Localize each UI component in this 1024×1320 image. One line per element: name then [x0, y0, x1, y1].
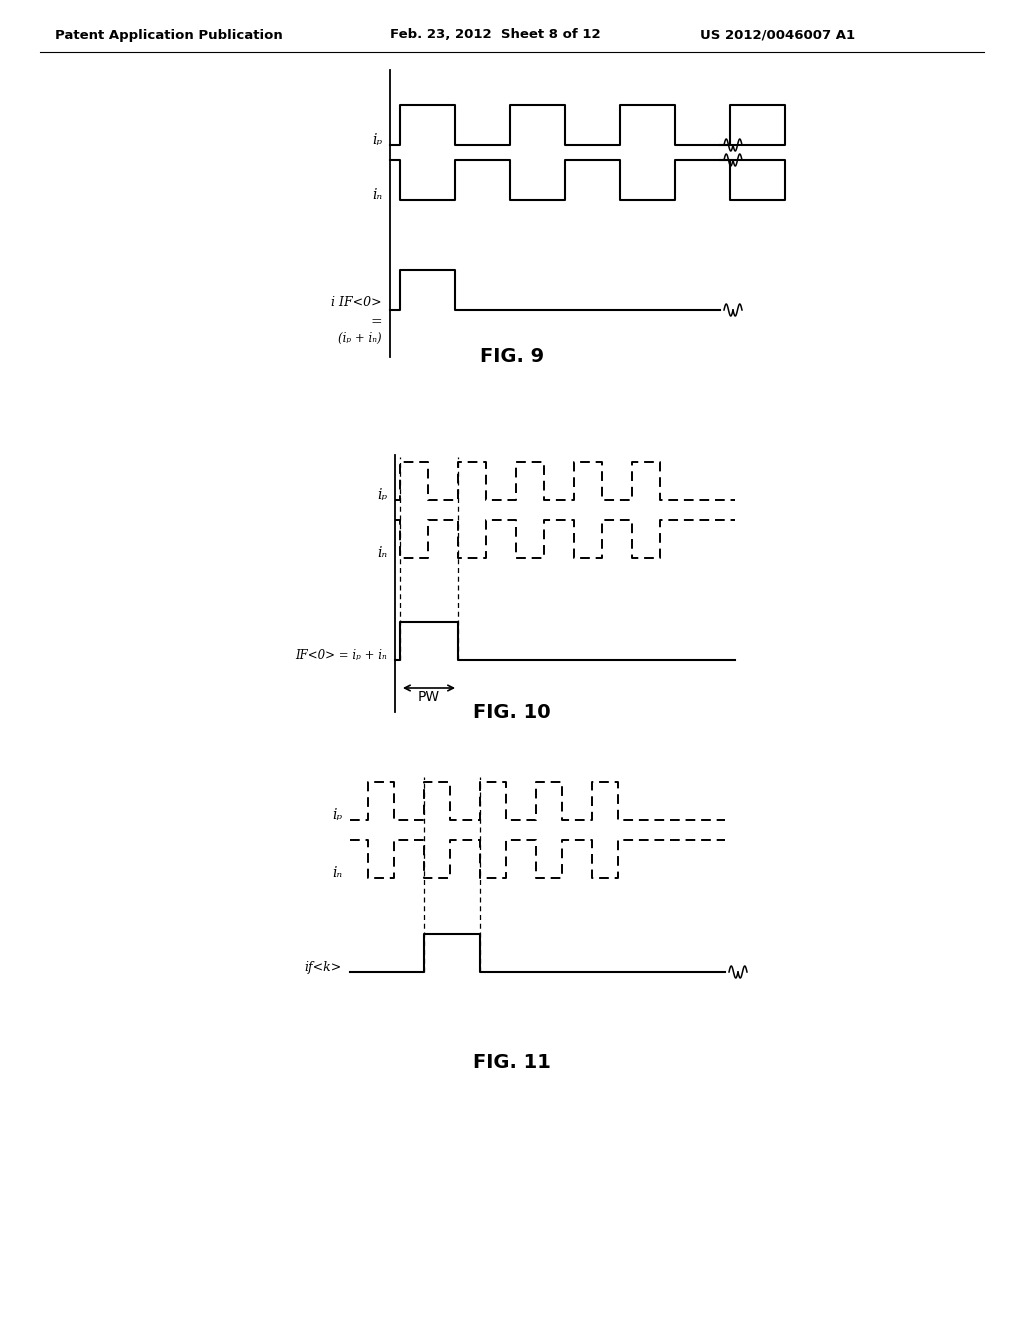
Text: IF<0> = iₚ + iₙ: IF<0> = iₚ + iₙ [295, 648, 387, 661]
Text: =: = [371, 315, 382, 329]
Text: FIG. 11: FIG. 11 [473, 1052, 551, 1072]
Text: Feb. 23, 2012  Sheet 8 of 12: Feb. 23, 2012 Sheet 8 of 12 [390, 29, 601, 41]
Text: i IF<0>: i IF<0> [332, 297, 382, 309]
Text: US 2012/0046007 A1: US 2012/0046007 A1 [700, 29, 855, 41]
Text: iₙ: iₙ [377, 546, 387, 560]
Text: iₚ: iₚ [332, 808, 342, 822]
Text: Patent Application Publication: Patent Application Publication [55, 29, 283, 41]
Text: (iₚ + iₙ): (iₚ + iₙ) [338, 331, 382, 345]
Text: PW: PW [418, 690, 440, 704]
Text: FIG. 10: FIG. 10 [473, 702, 551, 722]
Text: if<k>: if<k> [305, 961, 342, 974]
Text: iₙ: iₙ [332, 866, 342, 880]
Text: iₚ: iₚ [372, 133, 382, 147]
Text: FIG. 9: FIG. 9 [480, 347, 544, 367]
Text: iₚ: iₚ [377, 488, 387, 502]
Text: iₙ: iₙ [372, 187, 382, 202]
